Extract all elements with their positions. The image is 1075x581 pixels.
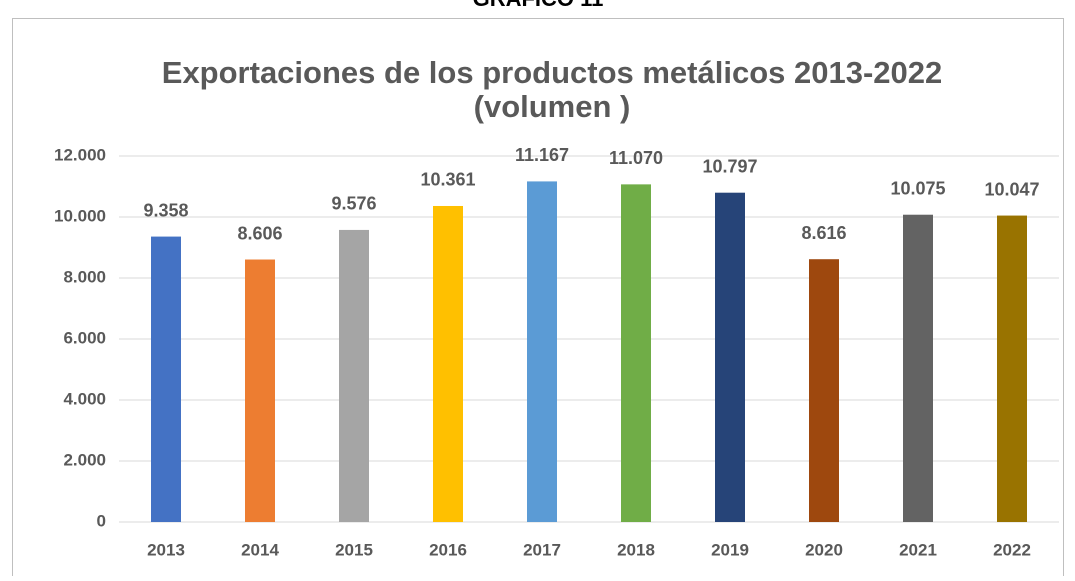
header: GRAFICO 11: [473, 0, 604, 11]
data-label: 10.361: [420, 170, 475, 190]
bar: [433, 205, 463, 522]
x-tick-label: 2018: [617, 540, 655, 559]
y-tick-label: 6.000: [63, 328, 106, 347]
y-tick-label: 4.000: [63, 389, 106, 408]
x-tick-label: 2014: [241, 540, 279, 559]
chart-title: Exportaciones de los productos metálicos…: [162, 55, 942, 90]
bar: [151, 236, 181, 522]
data-label: 10.075: [890, 178, 945, 198]
x-tick-label: 2022: [993, 540, 1031, 559]
bar: [621, 184, 651, 523]
x-tick-label: 2019: [711, 540, 749, 559]
data-label: 10.797: [702, 156, 757, 176]
x-tick-label: 2015: [335, 540, 373, 559]
bar: [527, 181, 557, 522]
bar: [339, 229, 369, 522]
x-tick-label: 2017: [523, 540, 561, 559]
bar: [715, 192, 745, 522]
x-tick-label: 2013: [147, 540, 185, 559]
y-tick-label: 10.000: [54, 206, 106, 225]
bar: [997, 215, 1027, 522]
data-label: 9.576: [331, 194, 376, 214]
bar: [245, 259, 275, 522]
data-label: 8.606: [237, 223, 282, 243]
y-tick-label: 12.000: [54, 145, 106, 164]
data-label: 11.070: [609, 148, 663, 168]
data-label: 8.616: [801, 223, 846, 243]
data-label: 10.047: [984, 179, 1039, 199]
x-tick-label: 2020: [805, 540, 843, 559]
x-tick-label: 2021: [899, 540, 937, 559]
data-label: 9.358: [143, 200, 188, 220]
data-label: 11.167: [515, 145, 569, 165]
y-tick-label: 2.000: [63, 450, 106, 469]
y-tick-label: 8.000: [63, 267, 106, 286]
bar: [809, 259, 839, 522]
chart-title: (volumen ): [474, 89, 631, 124]
y-tick-label: 0: [97, 511, 106, 530]
x-tick-label: 2016: [429, 540, 467, 559]
bar: [903, 214, 933, 522]
